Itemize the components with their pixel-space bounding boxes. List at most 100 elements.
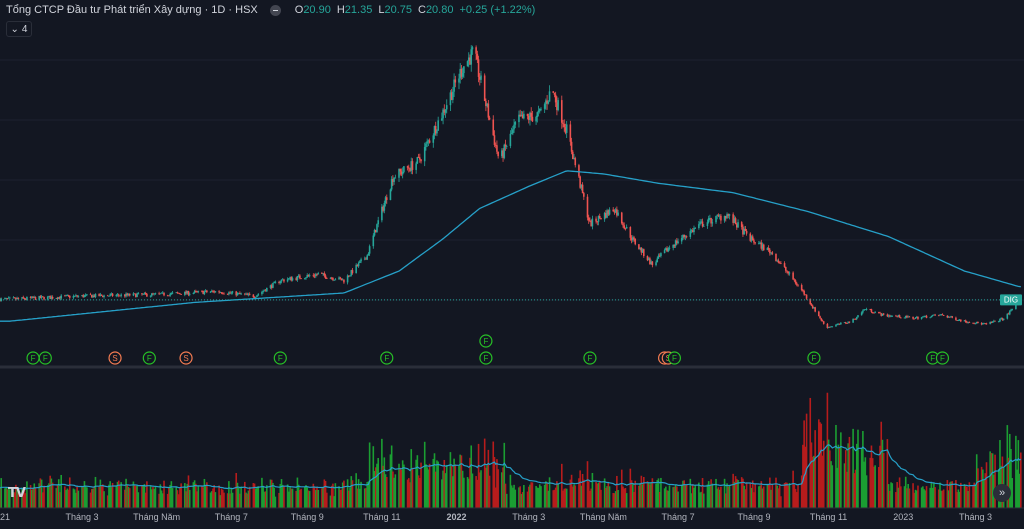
candle: [102, 295, 104, 298]
volume-bar: [581, 473, 584, 508]
volume-bar: [355, 473, 357, 508]
earnings-marker[interactable]: F: [935, 351, 950, 365]
candle: [775, 253, 777, 262]
candle: [204, 289, 207, 293]
candle: [749, 232, 752, 243]
candle: [520, 110, 523, 117]
candle: [556, 96, 558, 116]
scroll-to-realtime-button[interactable]: »: [993, 484, 1011, 502]
earnings-marker[interactable]: F: [807, 351, 821, 365]
earnings-marker[interactable]: F: [273, 351, 287, 365]
volume-bar: [214, 492, 217, 508]
earnings-marker[interactable]: F: [142, 351, 156, 365]
volume-bar: [239, 493, 241, 508]
candle: [159, 293, 162, 295]
candle: [503, 143, 506, 160]
volume-bar: [150, 489, 153, 508]
candle: [23, 297, 26, 300]
volume-bar: [177, 494, 180, 508]
candle: [728, 213, 731, 220]
earnings-marker[interactable]: F: [583, 351, 597, 365]
candle: [527, 113, 530, 124]
candle: [505, 144, 508, 150]
earnings-marker[interactable]: F: [479, 351, 493, 365]
minus-icon[interactable]: [269, 4, 281, 16]
candle: [467, 52, 470, 68]
candle: [706, 219, 709, 229]
split-marker[interactable]: S: [108, 351, 122, 365]
volume-bar: [917, 485, 919, 508]
candle: [46, 295, 49, 301]
split-marker[interactable]: S: [179, 351, 193, 365]
candle: [22, 295, 25, 299]
candle: [501, 148, 503, 159]
candle: [202, 290, 204, 295]
volume-bar: [903, 486, 906, 508]
candle: [579, 175, 581, 190]
volume-bar: [31, 489, 33, 508]
volume-bar: [120, 482, 122, 508]
volume-bar: [443, 459, 446, 508]
candle: [478, 73, 481, 86]
volume-bar: [565, 488, 568, 508]
earnings-marker[interactable]: F: [926, 351, 940, 365]
volume-bar: [392, 471, 394, 508]
earnings-marker[interactable]: F: [26, 351, 40, 365]
candle: [881, 313, 884, 316]
candle: [248, 292, 251, 296]
candle: [459, 63, 462, 84]
volume-bar: [651, 478, 654, 508]
candle: [262, 289, 264, 294]
candle: [116, 292, 119, 297]
volume-bar: [321, 488, 323, 508]
volume-bar: [60, 474, 62, 508]
candle: [530, 107, 532, 121]
indicators-collapse-button[interactable]: ⌄ 4: [6, 21, 32, 37]
candle: [569, 120, 572, 146]
candle: [553, 92, 556, 98]
candle: [663, 248, 666, 254]
volume-bar: [530, 482, 532, 508]
volume-bar: [51, 482, 54, 508]
earnings-marker[interactable]: F: [38, 351, 52, 365]
candle: [665, 247, 667, 251]
volume-bar: [417, 475, 420, 508]
volume-bar: [269, 479, 272, 508]
volume-bar: [556, 481, 558, 508]
candle: [4, 297, 6, 300]
candle: [655, 260, 657, 267]
volume-bar: [980, 466, 983, 508]
volume-bar: [365, 488, 367, 508]
candle: [461, 67, 464, 80]
volume-bar: [984, 473, 987, 508]
volume-bar: [639, 483, 641, 508]
candle: [8, 296, 11, 299]
volume-bar: [598, 481, 601, 508]
chart-legend: Tổng CTCP Đầu tư Phát triển Xây dựng · 1…: [6, 4, 535, 16]
volume-bar: [81, 487, 83, 508]
earnings-marker[interactable]: F: [479, 334, 493, 348]
earnings-marker[interactable]: F: [667, 351, 681, 365]
candle: [723, 215, 726, 223]
candle: [889, 314, 891, 318]
volume-bar: [461, 470, 464, 508]
volume-bar: [827, 439, 830, 508]
volume-bar: [463, 477, 465, 508]
earnings-marker[interactable]: F: [380, 351, 394, 365]
volume-bar: [531, 482, 534, 508]
volume-bar: [904, 476, 907, 508]
volume-bar: [631, 483, 634, 508]
candle: [904, 315, 907, 319]
volume-bar: [642, 476, 645, 508]
volume-bar: [262, 485, 264, 508]
volume-bar: [829, 450, 831, 508]
candle: [727, 213, 730, 219]
volume-bar: [837, 444, 840, 508]
volume-bar: [425, 464, 427, 508]
volume-bar: [881, 439, 884, 508]
volume-bar: [600, 489, 602, 508]
candle: [836, 323, 838, 326]
volume-bar: [1016, 469, 1018, 508]
volume-bar: [655, 483, 657, 508]
